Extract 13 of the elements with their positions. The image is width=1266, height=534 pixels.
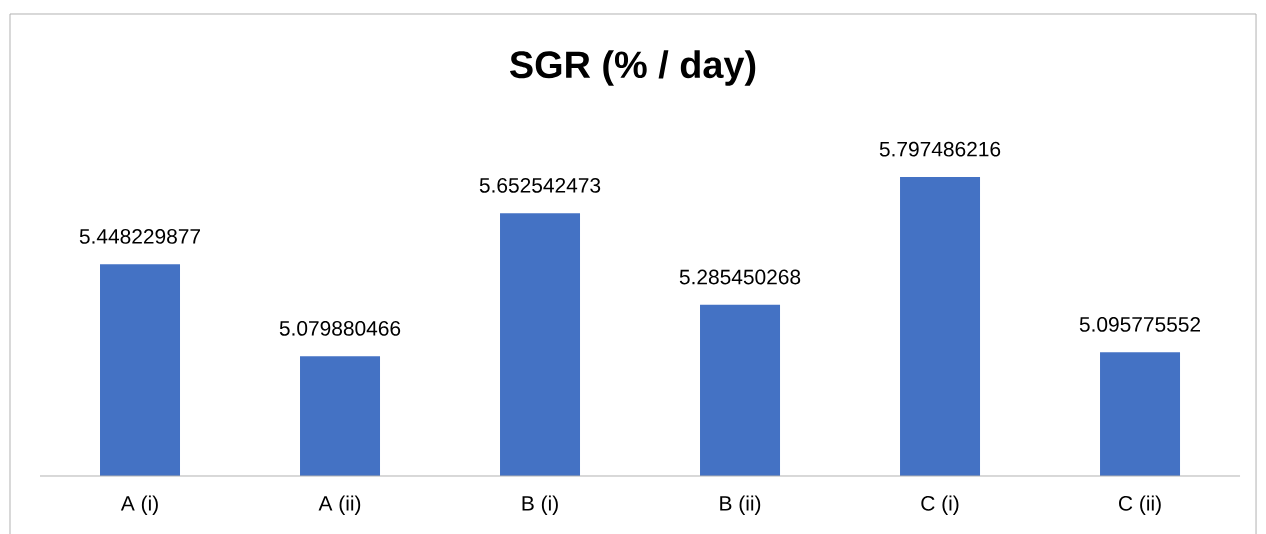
data-label: 5.652542473 [479,177,601,193]
data-label: 5.797486216 [879,141,1001,157]
x-tick-label: A (ii) [318,495,361,515]
x-tick-label: B (i) [522,495,558,515]
data-label: 5.285450268 [679,269,801,285]
x-tick-label: A (i) [120,495,158,515]
data-label: 5.095775552 [1079,316,1201,332]
x-tick-label: C (i) [921,495,959,515]
x-tick-label: B (ii) [720,495,761,515]
text: SGR (% / day) [509,50,756,86]
data-label: 5.079880466 [279,320,401,336]
data-label: 5.448229877 [79,228,200,244]
x-tick-label: C (ii) [1119,495,1161,515]
